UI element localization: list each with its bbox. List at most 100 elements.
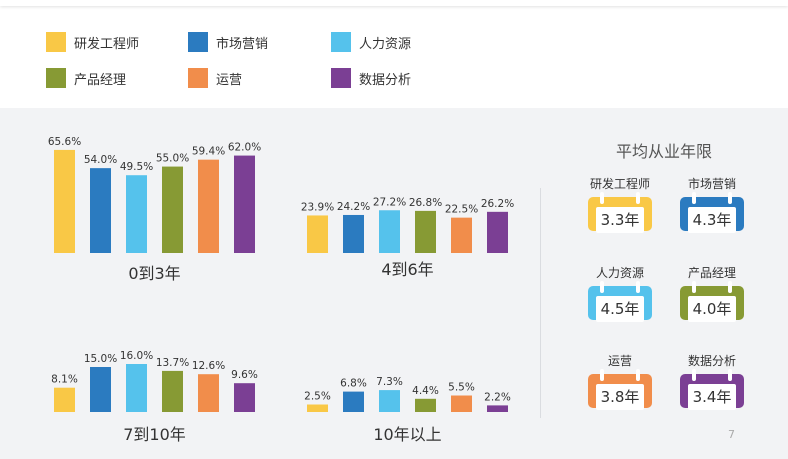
- bar-value-label: 4.4%: [412, 385, 439, 397]
- calendar-icon: 4.0年: [680, 281, 744, 322]
- calendar-label: 市场营销: [687, 177, 736, 191]
- chart-title: 7到10年: [123, 425, 186, 444]
- page-number: 7: [728, 428, 735, 441]
- calendar-ring: [600, 369, 604, 381]
- calendar-ring: [728, 192, 732, 204]
- average-years-title: 平均从业年限: [615, 142, 712, 161]
- legend-swatch: [46, 32, 66, 52]
- bar: [487, 405, 508, 412]
- calendar-label: 数据分析: [687, 354, 736, 368]
- calendar-label: 研发工程师: [589, 177, 650, 191]
- bar: [487, 211, 508, 253]
- calendar-value: 3.4年: [688, 384, 736, 410]
- legend-label: 产品经理: [74, 72, 127, 88]
- bar: [54, 387, 75, 412]
- calendar-label: 运营: [607, 354, 632, 368]
- bar-value-label: 15.0%: [84, 353, 117, 365]
- bar-value-label: 55.0%: [156, 153, 189, 165]
- bar: [379, 210, 400, 253]
- legend-swatch: [331, 32, 351, 52]
- legend-swatch: [46, 68, 66, 88]
- legend-item-hr: 人力资源: [331, 31, 411, 53]
- bar-chart-3: 8.1% 15.0% 16.0%13.7% 12.6% 9.6% 7到10年: [51, 350, 258, 444]
- bar: [343, 214, 364, 253]
- bar: [234, 383, 255, 412]
- bar-value-label: 6.8%: [340, 378, 367, 390]
- bar-value-label: 26.2%: [481, 198, 514, 210]
- bar-value-label: 62.0%: [228, 142, 261, 154]
- bar-value-label: 5.5%: [448, 382, 475, 394]
- bar: [198, 159, 219, 253]
- bar-value-label: 59.4%: [192, 146, 225, 158]
- bar: [54, 149, 75, 253]
- bar-value-label: 16.0%: [120, 350, 153, 362]
- bar: [162, 370, 183, 412]
- legend-item-product-manager: 产品经理: [46, 67, 126, 89]
- bar: [234, 155, 255, 253]
- legend-label: 研发工程师: [74, 36, 140, 52]
- calendar-ring: [600, 192, 604, 204]
- calendar-value: 4.3年: [688, 207, 736, 233]
- calendar-value: 4.0年: [688, 296, 736, 322]
- bar-value-label: 13.7%: [156, 357, 189, 369]
- calendar-ring: [600, 281, 604, 293]
- bar: [126, 175, 147, 253]
- bar-value-label: 65.6%: [48, 136, 81, 148]
- bar: [162, 166, 183, 253]
- calendar-label: 人力资源: [595, 266, 644, 280]
- legend-label: 数据分析: [359, 72, 412, 88]
- bar: [343, 391, 364, 412]
- calendar-ring: [728, 281, 732, 293]
- legend-swatch: [331, 68, 351, 88]
- calendar-ring: [692, 192, 696, 204]
- bar-value-label: 7.3%: [376, 376, 403, 388]
- legend: 研发工程师 市场营销 人力资源 产品经理 运营 数据分析: [0, 0, 788, 108]
- bar-value-label: 9.6%: [231, 369, 258, 381]
- bar: [451, 395, 472, 412]
- bar-value-label: 2.2%: [484, 391, 511, 403]
- bar-value-label: 49.5%: [120, 161, 153, 173]
- calendar-ring: [692, 281, 696, 293]
- bar-value-label: 12.6%: [192, 360, 225, 372]
- legend-label: 运营: [216, 72, 243, 88]
- chart-title: 10年以上: [373, 425, 441, 444]
- bar: [415, 398, 436, 412]
- chart-title: 0到3年: [128, 264, 180, 283]
- legend-label: 市场营销: [216, 36, 269, 52]
- bar-value-label: 8.1%: [51, 374, 78, 386]
- top-edge: [0, 0, 788, 6]
- top-notch: [688, 0, 702, 6]
- calendar-value: 4.5年: [596, 296, 644, 322]
- legend-swatch: [188, 32, 208, 52]
- bar-value-label: 24.2%: [337, 201, 370, 213]
- calendar-icon: 3.3年: [588, 192, 652, 233]
- calendar-value: 3.3年: [596, 207, 644, 233]
- bar: [379, 390, 400, 412]
- calendar-ring: [692, 369, 696, 381]
- bar: [90, 367, 111, 412]
- legend-item-operations: 运营: [188, 67, 242, 89]
- legend-label: 人力资源: [359, 36, 412, 52]
- bar-value-label: 23.9%: [301, 201, 334, 213]
- bar-value-label: 54.0%: [84, 154, 117, 166]
- bar: [126, 364, 147, 412]
- calendar-icon: 3.8年: [588, 369, 652, 410]
- bar-chart-4: 2.5% 6.8% 7.3% 4.4% 5.5% 2.2% 10年以上: [304, 376, 511, 444]
- chart-title: 4到6年: [381, 260, 433, 279]
- divider: [540, 188, 541, 418]
- calendar-icon: 3.4年: [680, 369, 744, 410]
- calendar-ring: [636, 281, 640, 293]
- bar: [307, 215, 328, 253]
- legend-item-marketing: 市场营销: [188, 31, 268, 53]
- bar-chart-1: 65.6%54.0%49.5%55.0%59.4% 62.0% 0到3年: [48, 136, 261, 283]
- bar: [415, 210, 436, 253]
- legend-item-data-analysis: 数据分析: [331, 67, 411, 89]
- bar-value-label: 27.2%: [373, 196, 406, 208]
- calendar-value: 3.8年: [596, 384, 644, 410]
- bar-chart-2: 23.9% 24.2% 27.2% 26.8%22.5% 26.2% 4到6年: [301, 196, 514, 279]
- bar: [198, 374, 219, 412]
- legend-swatch: [188, 68, 208, 88]
- bar-value-label: 22.5%: [445, 204, 478, 216]
- bar-value-label: 2.5%: [304, 391, 331, 403]
